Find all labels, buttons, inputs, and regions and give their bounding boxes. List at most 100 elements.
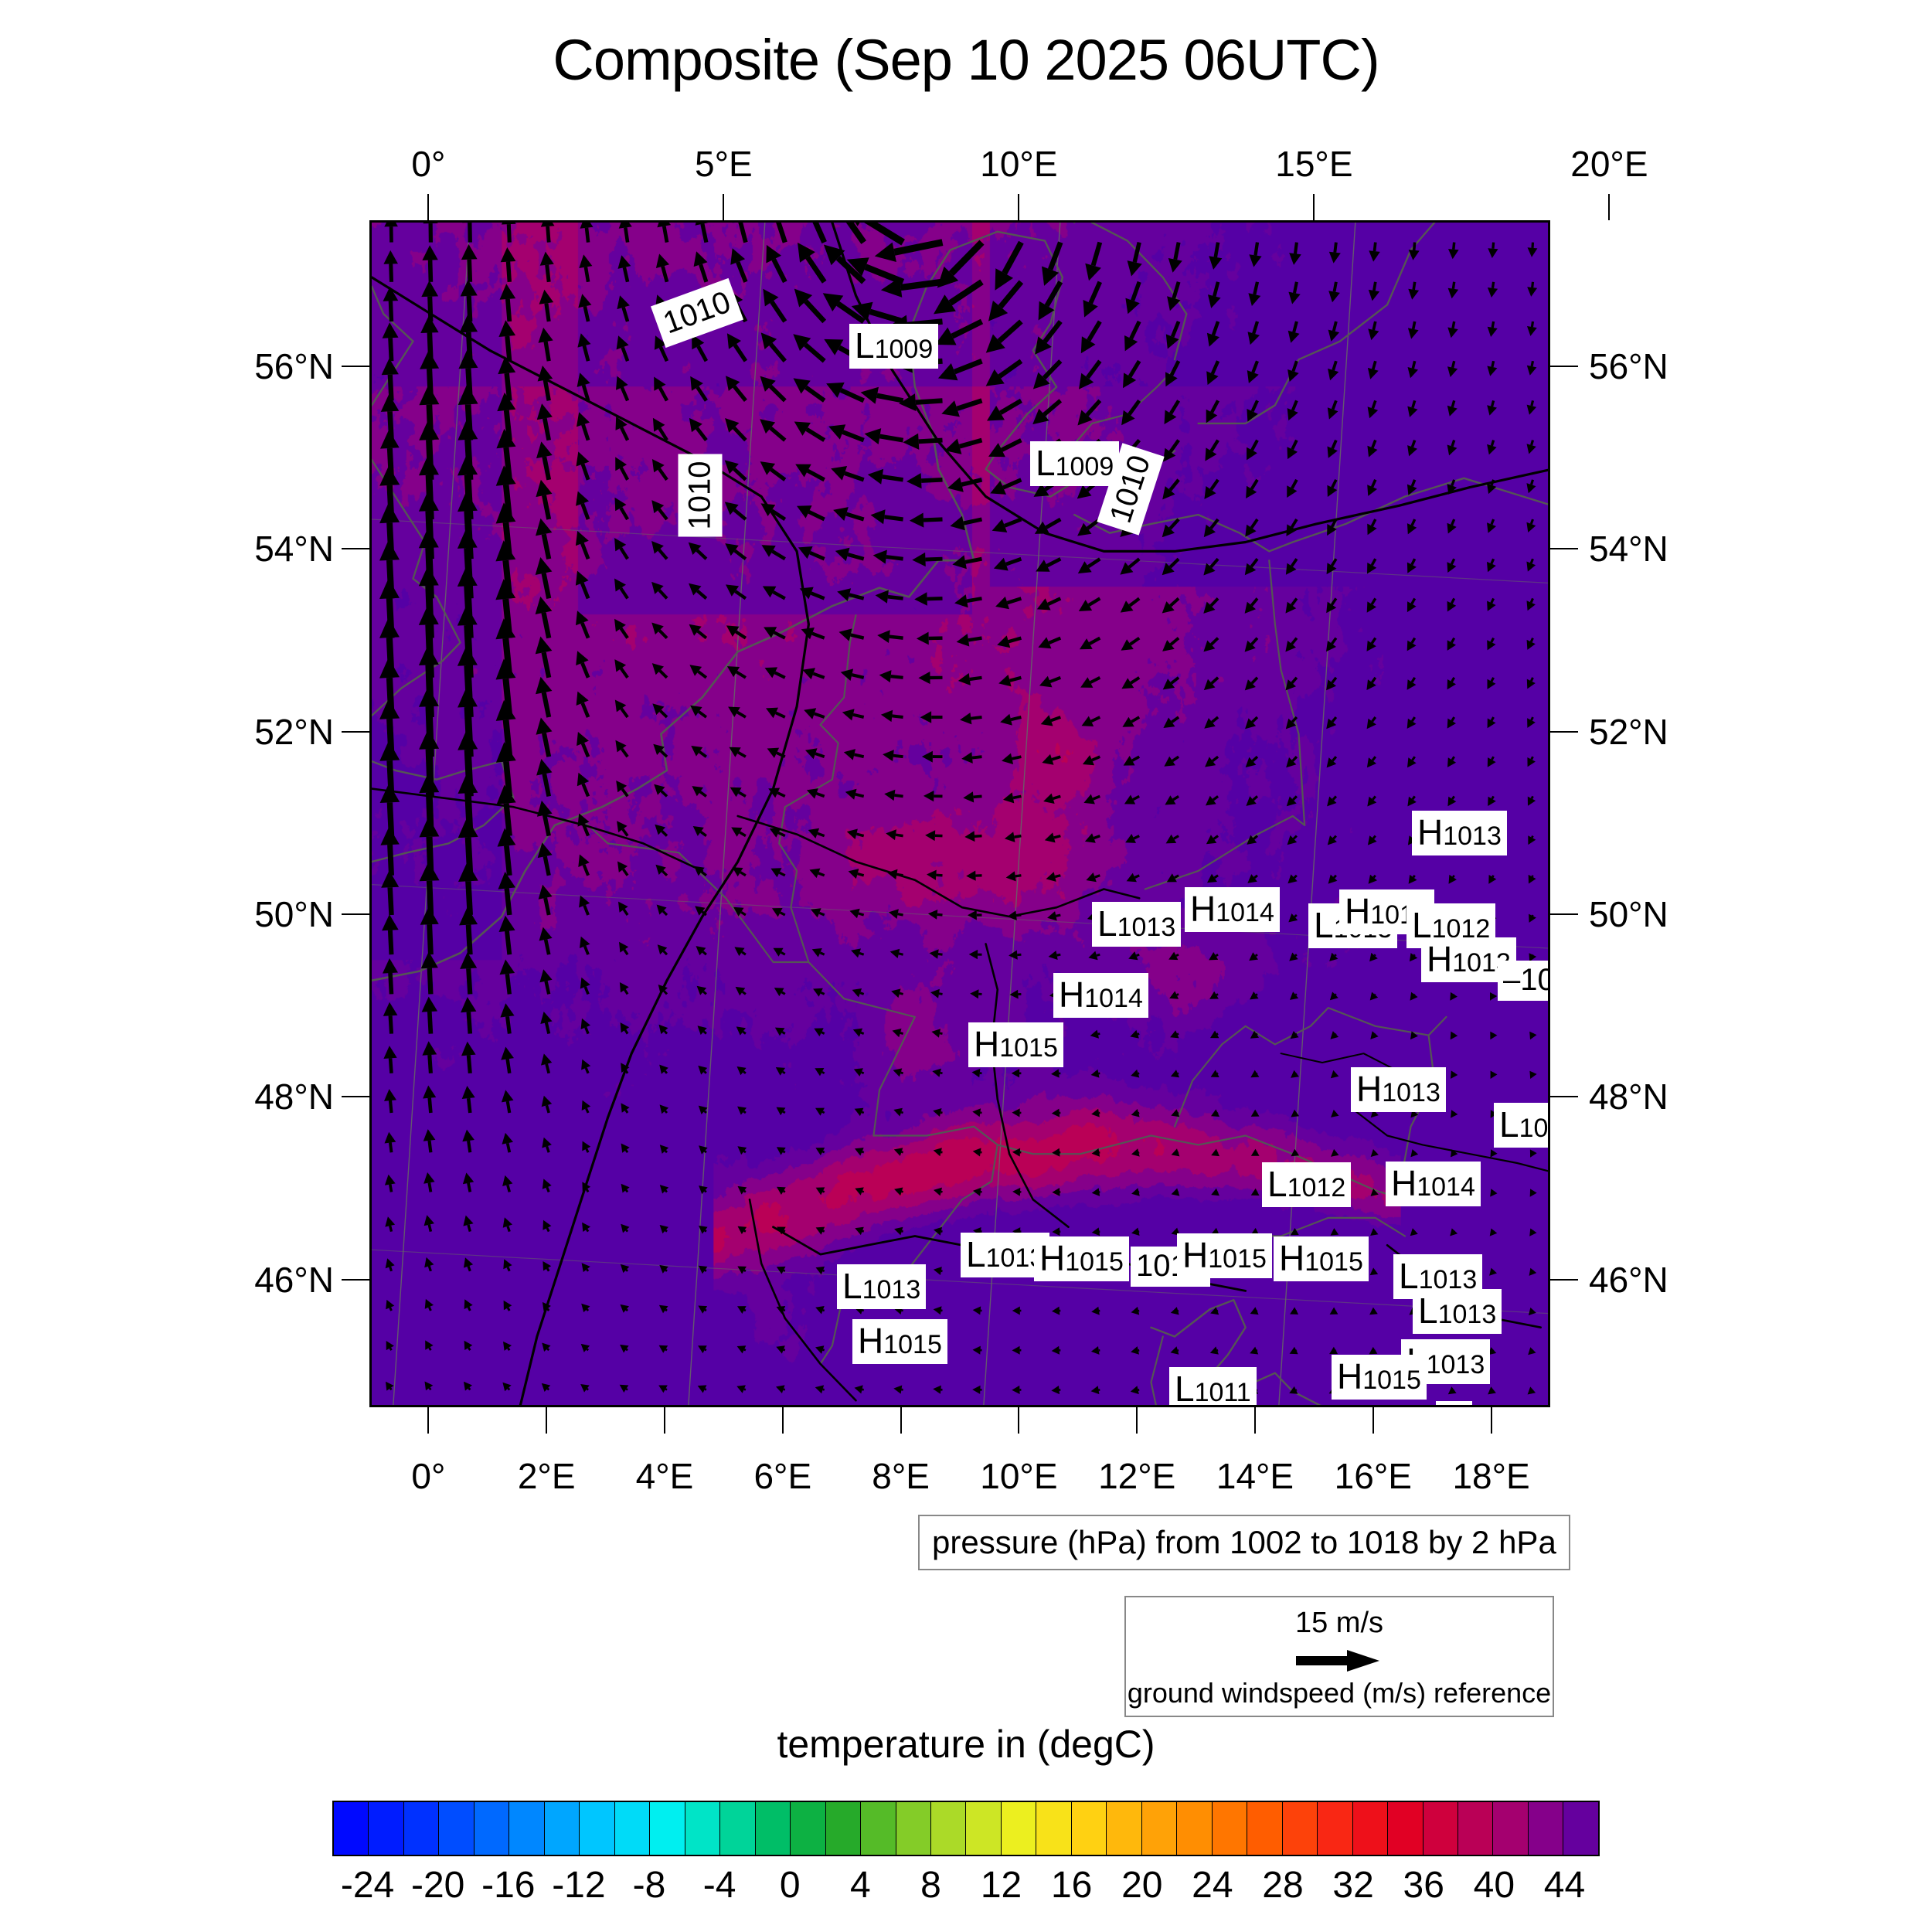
wind-arrow-head bbox=[1326, 641, 1336, 652]
wind-arrow-head bbox=[1250, 1307, 1259, 1315]
wind-arrow-head bbox=[894, 1226, 903, 1236]
pressure-high-label: H1014 bbox=[1185, 887, 1280, 932]
wind-arrow-shaft bbox=[1253, 835, 1258, 840]
wind-arrow-shaft bbox=[774, 671, 786, 679]
wind-arrow-shaft bbox=[1089, 676, 1101, 684]
wind-arrow-shaft bbox=[804, 342, 826, 363]
bottom-axis-tick bbox=[1372, 1407, 1374, 1434]
right-axis-tick bbox=[1550, 548, 1578, 550]
wind-arrow-head bbox=[893, 1107, 903, 1117]
wind-arrow-head bbox=[659, 1145, 669, 1154]
right-latitude-axis: 56°N 54°N 52°N 50°N 48°N 46°N bbox=[1550, 220, 1751, 1407]
wind-arrow-head bbox=[1249, 254, 1262, 267]
wind-arrow-head bbox=[541, 1383, 551, 1392]
wind-arrow-head bbox=[385, 1258, 395, 1269]
wind-arrow-shaft bbox=[464, 404, 474, 440]
wind-arrow-head bbox=[889, 948, 900, 958]
wind-arrow-shaft bbox=[1250, 558, 1259, 568]
wind-arrow-head bbox=[1250, 1070, 1260, 1078]
wind-arrow-head bbox=[692, 826, 704, 836]
wind-arrow-head bbox=[424, 1257, 434, 1268]
wind-arrow-shaft bbox=[822, 1349, 825, 1352]
wind-arrow-shaft bbox=[1411, 321, 1417, 330]
wind-arrow-head bbox=[726, 625, 740, 637]
wind-arrow-head bbox=[383, 958, 398, 974]
wind-arrow-head bbox=[1165, 795, 1176, 805]
right-axis-tick bbox=[1550, 730, 1578, 733]
wind-arrow-head bbox=[837, 588, 852, 601]
wind-arrow-head bbox=[690, 376, 703, 391]
wind-arrow-head bbox=[502, 1175, 513, 1186]
wind-arrow-head bbox=[851, 948, 861, 958]
wind-arrow-shaft bbox=[505, 973, 512, 995]
wind-arrow-shaft bbox=[696, 589, 708, 600]
wind-arrow-shaft bbox=[662, 870, 668, 876]
wind-arrow-head bbox=[806, 788, 818, 799]
wind-arrow-head bbox=[880, 709, 893, 723]
wind-arrow-shaft bbox=[658, 629, 668, 640]
wind-arrow-shaft bbox=[1131, 716, 1141, 723]
wind-arrow-head bbox=[498, 320, 516, 337]
wind-arrow-head bbox=[815, 1385, 825, 1394]
wind-arrow-shaft bbox=[696, 549, 708, 560]
wind-arrow-head bbox=[1287, 835, 1298, 845]
wind-arrow-shaft bbox=[1211, 755, 1219, 763]
wind-arrow-head bbox=[1082, 755, 1094, 766]
pressure-low-label: L1009 bbox=[1030, 441, 1120, 486]
wind-arrow-head bbox=[620, 1344, 629, 1353]
colorbar[interactable] bbox=[332, 1801, 1600, 1856]
wind-arrow-shaft bbox=[464, 793, 474, 836]
wind-arrow-shaft bbox=[805, 255, 827, 284]
bottom-axis-tick-label: 14°E bbox=[1216, 1456, 1294, 1496]
wind-arrow-head bbox=[1407, 406, 1418, 417]
wind-arrow-head bbox=[794, 288, 813, 308]
wind-arrow-head bbox=[654, 784, 665, 795]
wind-arrow-shaft bbox=[821, 1111, 825, 1114]
wind-arrow-head bbox=[934, 1226, 942, 1236]
wind-arrow-head bbox=[615, 740, 627, 753]
wind-arrow-shaft bbox=[743, 1150, 747, 1154]
wind-arrow-shaft bbox=[664, 1110, 668, 1114]
wind-arrow-shaft bbox=[819, 951, 825, 956]
wind-arrow-head bbox=[537, 842, 553, 859]
wind-arrow-head bbox=[1368, 289, 1380, 301]
right-axis-tick bbox=[1550, 1278, 1578, 1281]
wind-arrow-head bbox=[815, 1226, 825, 1235]
wind-arrow-shaft bbox=[621, 346, 630, 362]
wind-arrow-head bbox=[654, 376, 666, 391]
wind-arrow-shaft bbox=[1044, 281, 1063, 308]
colorbar-tick-labels: -24 -20 -16 -12 -8 -4 0 4 8 12 16 20 24 28 32 36 40 44 bbox=[332, 1864, 1600, 1918]
wind-arrow-shaft bbox=[1371, 400, 1377, 410]
pressure-marker-value: 1014 bbox=[1084, 984, 1143, 1013]
wind-arrow-shaft bbox=[1530, 440, 1535, 446]
wind-arrow-head bbox=[1052, 1148, 1060, 1157]
wind-arrow-shaft bbox=[580, 463, 590, 481]
wind-arrow-shaft bbox=[743, 1308, 747, 1312]
wind-arrow-head bbox=[849, 908, 860, 919]
wind-arrow-head bbox=[580, 1343, 590, 1352]
wind-arrow-shaft bbox=[893, 239, 944, 256]
wind-arrow-shaft bbox=[1015, 913, 1022, 917]
wind-arrow-shaft bbox=[1009, 675, 1022, 682]
wind-arrow-head bbox=[1210, 1030, 1219, 1039]
wind-arrow-head bbox=[1043, 793, 1055, 804]
weather-map-panel[interactable]: L1009L1009H1013L1013H1014L1013H1013L1012… bbox=[369, 220, 1550, 1407]
wind-arrow-head bbox=[1326, 718, 1337, 730]
wind-arrow-head bbox=[1328, 329, 1340, 342]
wind-arrow-head bbox=[1488, 796, 1496, 806]
wind-arrow-shaft bbox=[1134, 874, 1140, 879]
wind-arrow-shaft bbox=[659, 709, 668, 719]
wind-arrow-shaft bbox=[879, 434, 904, 443]
wind-arrow-shaft bbox=[620, 427, 630, 441]
wind-arrow-head bbox=[916, 631, 929, 645]
wind-arrow-head bbox=[496, 428, 516, 449]
wind-arrow-head bbox=[1206, 371, 1219, 386]
wind-arrow-head bbox=[736, 1385, 746, 1393]
wind-arrow-shaft bbox=[783, 1269, 786, 1272]
wind-arrow-shaft bbox=[1048, 636, 1062, 645]
pressure-high-label: H1013 bbox=[1421, 937, 1516, 982]
wind-arrow-head bbox=[1407, 367, 1418, 379]
wind-arrow-shaft bbox=[1250, 637, 1259, 646]
wind-arrow-shaft bbox=[1253, 281, 1260, 295]
wind-arrow-shaft bbox=[661, 265, 669, 283]
